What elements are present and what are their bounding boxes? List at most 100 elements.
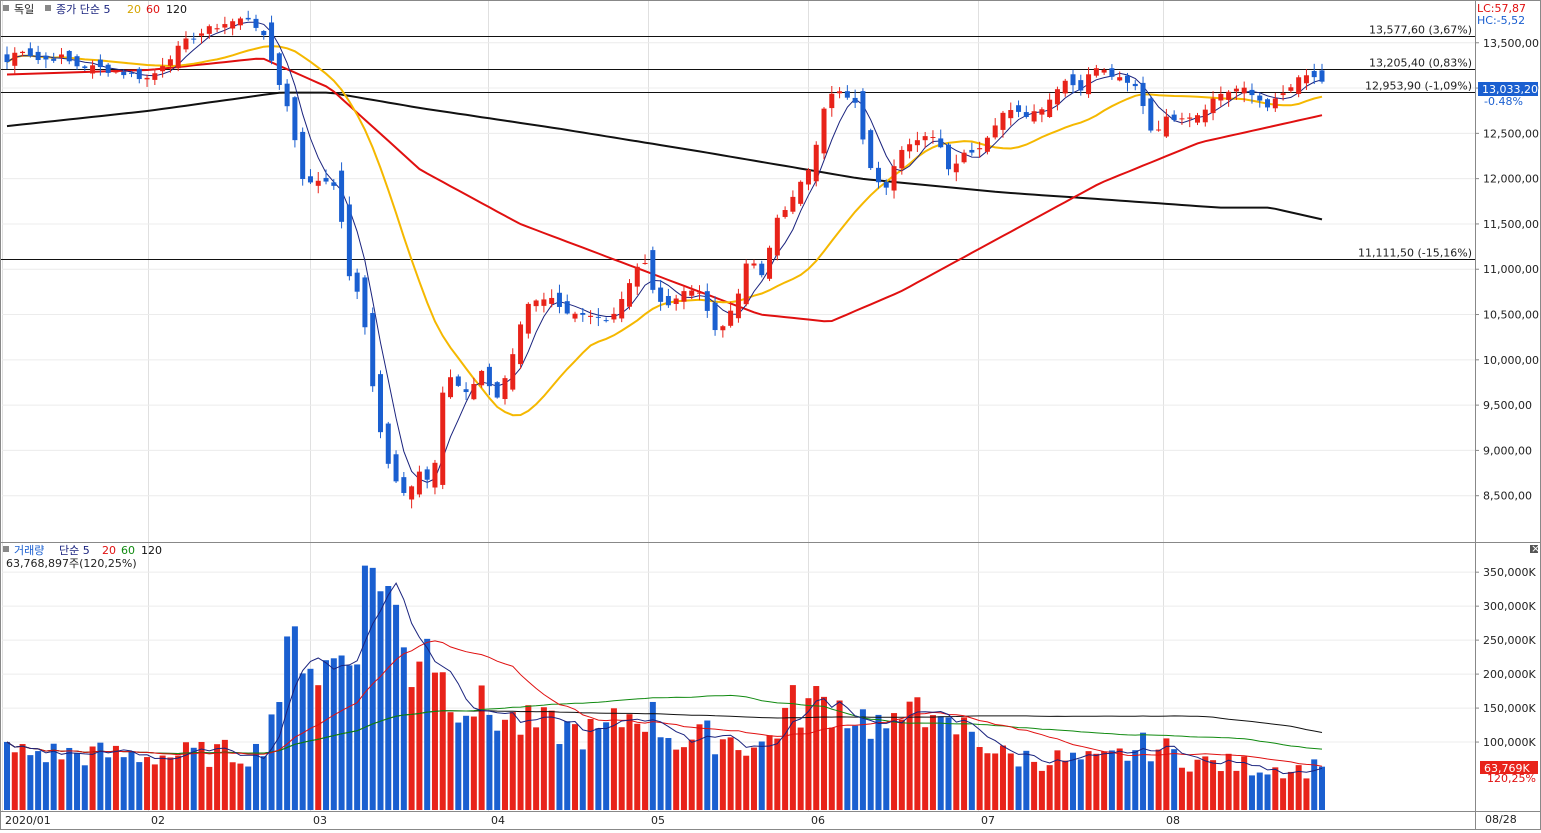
candle-body bbox=[1257, 95, 1263, 101]
candle-body bbox=[90, 65, 96, 74]
legend-marker bbox=[3, 5, 9, 11]
candle-body bbox=[1296, 77, 1302, 94]
candle-body bbox=[128, 72, 134, 74]
volume-bar bbox=[1070, 752, 1077, 810]
x-tick-label: 03 bbox=[313, 814, 327, 827]
volume-bar bbox=[323, 660, 330, 810]
lc-indicator: LC:57,87 bbox=[1477, 2, 1526, 15]
volume-bar bbox=[151, 764, 158, 810]
volume-bar bbox=[112, 745, 119, 810]
legend-marker bbox=[45, 5, 51, 11]
candle-body bbox=[253, 18, 259, 28]
candle-body bbox=[1288, 87, 1294, 91]
volume-bar bbox=[190, 747, 197, 810]
candle-body bbox=[58, 54, 64, 58]
candle-body bbox=[875, 167, 881, 183]
current-price-change: -0.48% bbox=[1484, 95, 1523, 108]
volume-bar bbox=[688, 739, 695, 810]
candle-body bbox=[393, 454, 399, 482]
volume-bar bbox=[307, 668, 314, 810]
volume-bar bbox=[704, 720, 711, 810]
volume-moving-averages bbox=[6, 582, 1323, 775]
candle-body bbox=[1140, 82, 1146, 107]
candle-body bbox=[144, 77, 150, 80]
candle-body bbox=[1008, 110, 1014, 119]
candle-body bbox=[245, 17, 251, 20]
volume-bar bbox=[439, 672, 446, 810]
candle-body bbox=[377, 374, 383, 433]
candle-body bbox=[588, 315, 594, 317]
volume-bar bbox=[1132, 750, 1139, 810]
candle-body bbox=[1054, 89, 1060, 105]
candle-body bbox=[183, 38, 189, 50]
candle-body bbox=[1101, 69, 1107, 73]
candle-body bbox=[533, 300, 539, 307]
reference-line-label: 13,205,40 (0,83%) bbox=[1369, 57, 1472, 70]
volume-legend: 거래량 단순 5 20 60 120 63,768,897주(120,25%) bbox=[3, 544, 162, 570]
volume-bar bbox=[1108, 750, 1115, 810]
candle-body bbox=[385, 423, 391, 464]
candle-body bbox=[759, 263, 765, 276]
candle-body bbox=[448, 377, 454, 398]
candle-body bbox=[634, 266, 640, 287]
candle-body bbox=[1031, 111, 1037, 122]
panel-close-icon[interactable] bbox=[1530, 545, 1538, 553]
candle-body bbox=[300, 131, 306, 180]
volume-bar bbox=[789, 685, 796, 810]
volume-bar bbox=[486, 714, 493, 810]
current-volume-value: 63,769K bbox=[1484, 762, 1530, 775]
hc-indicator: HC:-5,52 bbox=[1477, 14, 1525, 27]
candle-body bbox=[502, 378, 508, 400]
candle-body bbox=[105, 64, 111, 73]
volume-bar bbox=[4, 741, 10, 810]
volume-bar bbox=[922, 727, 929, 810]
volume-bar bbox=[1295, 765, 1302, 810]
volume-series bbox=[4, 565, 1325, 810]
legend-series: 종가 단순 5 bbox=[56, 3, 110, 16]
volume-bar bbox=[719, 739, 726, 810]
volume-bar bbox=[564, 721, 571, 810]
volume-bar bbox=[984, 753, 991, 810]
volume-bar bbox=[198, 741, 205, 810]
candle-body bbox=[642, 263, 648, 265]
volume-bar bbox=[1311, 759, 1318, 810]
volume-bar bbox=[50, 743, 57, 810]
volume-bar bbox=[1085, 751, 1092, 810]
x-tick-label: 06 bbox=[811, 814, 825, 827]
legend-ma120: 120 bbox=[166, 3, 187, 16]
volume-bar bbox=[509, 712, 516, 810]
candle-body bbox=[1062, 80, 1068, 94]
candle-body bbox=[1311, 71, 1317, 78]
volume-bar bbox=[463, 715, 470, 810]
volume-tick-label: 150,000K bbox=[1483, 702, 1536, 715]
volume-bar bbox=[999, 745, 1006, 810]
candle-body bbox=[409, 486, 415, 500]
volume-bar bbox=[1225, 753, 1232, 810]
candle-body bbox=[486, 366, 492, 387]
candle-body bbox=[1016, 105, 1022, 112]
candle-body bbox=[899, 149, 905, 169]
candle-body bbox=[572, 313, 578, 319]
x-tick-label: 07 bbox=[981, 814, 995, 827]
volume-bar bbox=[914, 697, 921, 810]
volume-bar bbox=[1280, 778, 1287, 810]
volume-bar bbox=[1038, 770, 1045, 810]
candle-body bbox=[992, 125, 998, 138]
volume-tick-label: 100,000K bbox=[1483, 736, 1536, 749]
legend-ma60: 60 bbox=[146, 3, 160, 16]
candle-body bbox=[152, 73, 158, 80]
candle-body bbox=[315, 180, 321, 186]
candle-body bbox=[1124, 75, 1130, 83]
volume-bar bbox=[1116, 748, 1123, 810]
volume-bar bbox=[1202, 756, 1209, 810]
candle-body bbox=[370, 313, 376, 387]
volume-bar bbox=[649, 701, 656, 810]
volume-bar bbox=[618, 727, 625, 810]
volume-bar bbox=[120, 757, 127, 810]
candle-body bbox=[1086, 74, 1092, 95]
reference-line-label: 11,111,50 (-15,16%) bbox=[1358, 247, 1472, 260]
volume-bar bbox=[525, 705, 532, 810]
